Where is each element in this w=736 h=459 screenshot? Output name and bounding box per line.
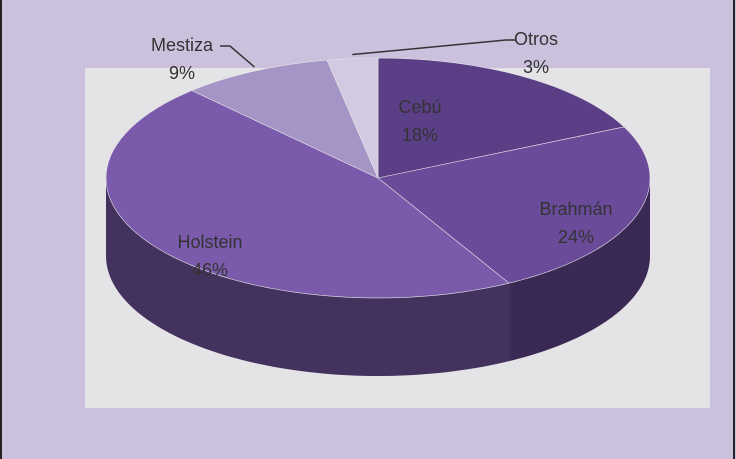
data-label-value: 9% [169,63,195,83]
slice [377,57,625,179]
data-label-category: Otros [514,29,558,49]
slice [377,126,651,284]
data-label-value: 24% [558,227,594,247]
data-label-category: Holstein [177,232,242,252]
data-label-category: Mestiza [151,35,214,55]
slice-side [509,178,650,362]
leader-line [220,45,256,68]
data-label-value: 18% [402,125,438,145]
slice-side [106,178,510,376]
slice [326,57,379,179]
pie-tops [105,57,651,299]
data-label-category: Brahmán [539,199,612,219]
data-label-value: 3% [523,57,549,77]
pie-sides [106,178,650,376]
leader-line [352,39,516,56]
data-label-value: 46% [192,260,228,280]
slice [191,59,379,179]
slice [105,90,510,299]
data-label-category: Cebú [398,97,441,117]
